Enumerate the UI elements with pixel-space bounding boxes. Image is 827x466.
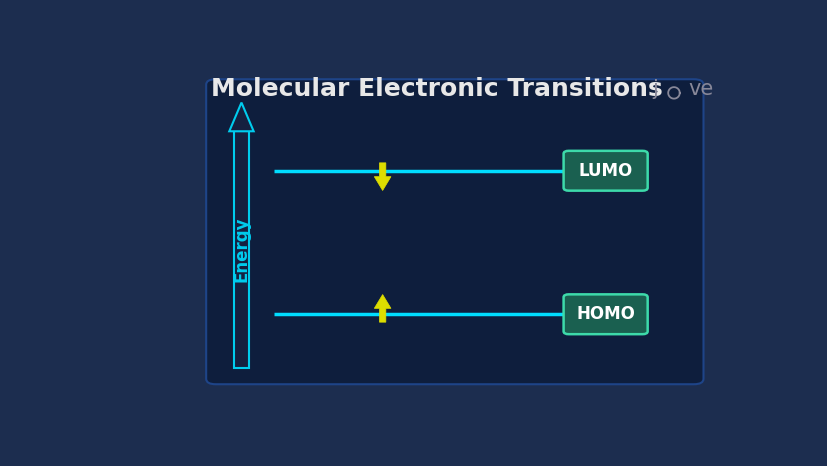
Text: ve: ve <box>687 79 713 99</box>
Text: j: j <box>652 79 657 99</box>
Text: Molecular Electronic Transitions: Molecular Electronic Transitions <box>211 77 662 102</box>
Polygon shape <box>374 295 390 322</box>
FancyBboxPatch shape <box>206 79 703 384</box>
Polygon shape <box>374 163 390 191</box>
Text: HOMO: HOMO <box>576 305 634 323</box>
FancyBboxPatch shape <box>563 151 647 191</box>
Text: LUMO: LUMO <box>578 162 632 180</box>
Text: Energy: Energy <box>232 217 250 282</box>
FancyBboxPatch shape <box>563 295 647 334</box>
Polygon shape <box>229 103 253 131</box>
FancyBboxPatch shape <box>234 131 248 368</box>
